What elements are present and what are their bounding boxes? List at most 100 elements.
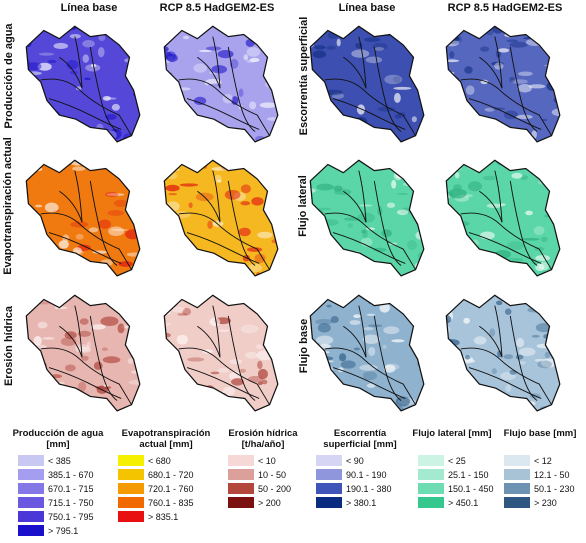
header-right-base: Línea base <box>338 2 396 14</box>
legend-title: Escorrentía superficial [mm] <box>323 428 397 450</box>
legend-title: Flujo base [mm] <box>503 428 577 439</box>
subbasin-boundary <box>40 347 132 405</box>
basin-outline <box>163 25 279 143</box>
subbasin-boundary <box>479 56 503 89</box>
subbasin-boundary <box>460 78 552 136</box>
legend-item: 150.1 - 450 <box>418 483 494 494</box>
map-erosion-rcp <box>163 294 279 412</box>
subbasin-boundary <box>343 190 367 223</box>
map-base-flow-base <box>309 294 425 412</box>
legend-item: < 680 <box>118 455 171 466</box>
legend-label: > 200 <box>258 497 281 508</box>
legend-item: 670.1 - 715 <box>18 483 94 494</box>
subbasin-boundary <box>468 367 542 399</box>
legend-swatch <box>504 497 530 508</box>
legend-label: < 12 <box>534 455 552 466</box>
legend-swatch <box>504 483 530 494</box>
subbasin-boundary <box>332 367 406 399</box>
subbasin-boundary <box>48 98 122 130</box>
legend-swatch <box>504 469 530 480</box>
legend-label: 385.1 - 670 <box>48 469 94 480</box>
legend-label: 90.1 - 190 <box>346 469 387 480</box>
legend-item: > 200 <box>228 497 281 508</box>
basin-fill <box>164 160 278 276</box>
legend-swatch <box>18 483 44 494</box>
map-runoff-base <box>309 25 425 143</box>
legend-swatch <box>118 511 144 522</box>
legend-title: Flujo lateral [mm] <box>412 428 492 439</box>
legend-swatch <box>18 525 44 536</box>
legend-item: 720.1 - 760 <box>118 483 194 494</box>
subbasin-boundary <box>59 56 83 89</box>
basin-outline <box>445 294 561 412</box>
legend-swatch <box>118 483 144 494</box>
legend-item: 12.1 - 50 <box>504 469 570 480</box>
legend-item: < 90 <box>316 455 364 466</box>
legend-label: 12.1 - 50 <box>534 469 570 480</box>
basin-fill <box>26 295 140 411</box>
subbasin-boundary <box>479 325 503 358</box>
legend-title: Erosión hídrica [t/ha/año] <box>228 428 298 450</box>
legend-label: > 230 <box>534 497 557 508</box>
legend-swatch <box>228 497 254 508</box>
subbasin-boundary <box>186 98 260 130</box>
legend-swatch <box>118 455 144 466</box>
legend-swatch <box>418 455 444 466</box>
legend-swatch <box>18 469 44 480</box>
map-evapotranspiration-rcp <box>163 159 279 277</box>
subbasin-boundary <box>324 78 416 136</box>
subbasin-boundary <box>358 305 367 358</box>
row-label-erosion: Erosión hídrica <box>3 305 15 387</box>
subbasin-boundary <box>48 232 122 264</box>
basin-fill <box>164 26 278 142</box>
basin-outline <box>163 159 279 277</box>
header-left-base: Línea base <box>60 2 118 14</box>
legend-label: > 795.1 <box>48 525 79 536</box>
legend-item: 25.1 - 150 <box>418 469 489 480</box>
legend-label: > 835.1 <box>148 511 179 522</box>
subbasin-boundary <box>48 367 122 399</box>
map-water-yield-rcp <box>163 25 279 143</box>
subbasin-boundary <box>468 98 542 130</box>
basin-fill <box>310 26 424 142</box>
basin-fill <box>310 295 424 411</box>
map-lateral-flow-rcp <box>445 159 561 277</box>
subbasin-boundary <box>178 212 270 270</box>
legend-swatch <box>118 497 144 508</box>
legend-label: 750.1 - 795 <box>48 511 94 522</box>
subbasin-boundary <box>186 367 260 399</box>
legend-label: 50 - 200 <box>258 483 292 494</box>
legend-item: 190.1 - 380 <box>316 483 392 494</box>
legend-swatch <box>118 469 144 480</box>
subbasin-boundary <box>197 325 221 358</box>
basin-outline <box>25 159 141 277</box>
subbasin-boundary <box>197 190 221 223</box>
subbasin-boundary <box>468 232 542 264</box>
legend-swatch <box>228 455 254 466</box>
legend-item: < 25 <box>418 455 466 466</box>
legend-item: 10 - 50 <box>228 469 286 480</box>
subbasin-boundary <box>186 232 260 264</box>
basin-fill <box>26 160 140 276</box>
subbasin-boundary <box>358 170 367 223</box>
legend-item: < 385 <box>18 455 71 466</box>
subbasin-boundary <box>343 325 367 358</box>
legend-swatch <box>18 511 44 522</box>
subbasin-boundary <box>494 170 503 223</box>
basin-fill <box>26 26 140 142</box>
map-base-flow-rcp <box>445 294 561 412</box>
subbasin-boundary <box>460 212 552 270</box>
basin-outline <box>445 25 561 143</box>
subbasin-boundary <box>212 36 221 89</box>
basin-outline <box>309 25 425 143</box>
subbasin-boundary <box>460 347 552 405</box>
subbasin-boundary <box>74 305 83 358</box>
legend-swatch <box>316 483 342 494</box>
subbasin-boundary <box>332 98 406 130</box>
subbasin-boundary <box>332 232 406 264</box>
legend-item: > 450.1 <box>418 497 478 508</box>
subbasin-boundary <box>40 78 132 136</box>
subbasin-boundary <box>74 36 83 89</box>
map-water-yield-base <box>25 25 141 143</box>
legend-title: Evapotranspiración actual [mm] <box>121 428 211 450</box>
